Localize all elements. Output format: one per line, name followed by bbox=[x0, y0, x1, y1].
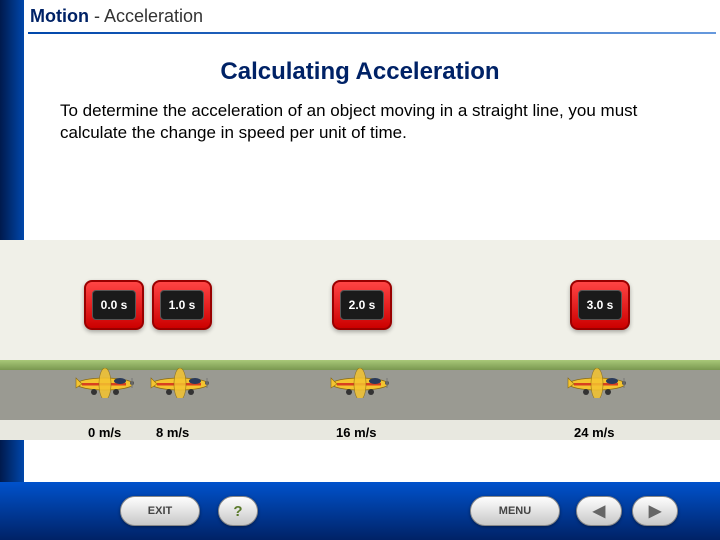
timer-frame: 2.0 s bbox=[332, 280, 392, 330]
chapter-title-bold: Motion bbox=[30, 6, 89, 26]
acceleration-diagram: 0.0 s 1.0 s 2.0 s 3.0 s 0 m/s 8 m/s 16 m/s 24 … bbox=[0, 240, 720, 440]
chapter-header: Motion - Acceleration bbox=[30, 6, 203, 27]
plane-0 bbox=[70, 368, 140, 398]
speed-label-1: 8 m/s bbox=[156, 425, 189, 440]
plane-icon bbox=[562, 368, 632, 398]
header-divider bbox=[28, 32, 716, 34]
timer-display: 0.0 s bbox=[92, 290, 136, 320]
timer-3: 3.0 s bbox=[570, 280, 630, 330]
plane-icon bbox=[70, 368, 140, 398]
timer-frame: 1.0 s bbox=[152, 280, 212, 330]
timer-2: 2.0 s bbox=[332, 280, 392, 330]
speed-label-3: 24 m/s bbox=[574, 425, 614, 440]
timer-frame: 0.0 s bbox=[84, 280, 144, 330]
timer-1: 1.0 s bbox=[152, 280, 212, 330]
page-title: Calculating Acceleration bbox=[0, 58, 720, 86]
menu-button[interactable]: MENU bbox=[470, 496, 560, 526]
body-text: To determine the acceleration of an obje… bbox=[60, 100, 640, 144]
timer-display: 2.0 s bbox=[340, 290, 384, 320]
speed-label-0: 0 m/s bbox=[88, 425, 121, 440]
plane-icon bbox=[325, 368, 395, 398]
chapter-title-light: - Acceleration bbox=[89, 6, 203, 26]
help-button[interactable]: ? bbox=[218, 496, 258, 526]
timer-frame: 3.0 s bbox=[570, 280, 630, 330]
timer-display: 3.0 s bbox=[578, 290, 622, 320]
bottom-nav-bar: EXIT ? MENU ◀ ▶ bbox=[0, 482, 720, 540]
plane-icon bbox=[145, 368, 215, 398]
prev-button[interactable]: ◀ bbox=[576, 496, 622, 526]
plane-3 bbox=[562, 368, 632, 398]
timer-0: 0.0 s bbox=[84, 280, 144, 330]
next-button[interactable]: ▶ bbox=[632, 496, 678, 526]
speed-label-2: 16 m/s bbox=[336, 425, 376, 440]
exit-button[interactable]: EXIT bbox=[120, 496, 200, 526]
plane-2 bbox=[325, 368, 395, 398]
plane-1 bbox=[145, 368, 215, 398]
timer-display: 1.0 s bbox=[160, 290, 204, 320]
